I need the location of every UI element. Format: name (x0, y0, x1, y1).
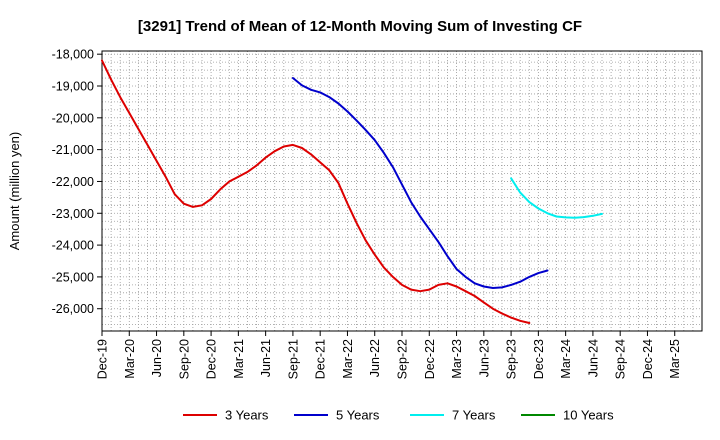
y-tick-label: -23,000 (52, 207, 94, 221)
legend: 3 Years 5 Years 7 Years 10 Years (183, 408, 614, 423)
x-axis-ticks: Dec-19 Mar-20 Jun-20 Sep-20 Dec-20 Mar-21 Jun-… (96, 331, 682, 379)
y-tick-label: -25,000 (52, 270, 94, 284)
series-line-5-years (291, 77, 549, 289)
x-tick-label: Dec-20 (205, 339, 219, 379)
x-tick-label: Jun-20 (150, 339, 164, 377)
x-tick-label: Jun-21 (259, 339, 273, 377)
y-tick-label: -26,000 (52, 302, 94, 316)
y-tick-label: -21,000 (52, 143, 94, 157)
x-tick-label: Dec-24 (641, 339, 655, 379)
y-tick-label: -18,000 (52, 48, 94, 62)
y-tick-label: -20,000 (52, 111, 94, 125)
x-tick-label: Jun-23 (477, 339, 491, 377)
x-tick-label: Dec-22 (423, 339, 437, 379)
y-tick-label: -24,000 (52, 239, 94, 253)
y-axis-ticks: -18,000 -19,000 -20,000 -21,000 -22,000 -23,0… (52, 48, 102, 316)
series-lines (101, 59, 603, 324)
x-tick-label: Mar-20 (123, 339, 137, 379)
x-tick-label: Sep-24 (614, 339, 628, 379)
legend-label: 7 Years (452, 408, 496, 423)
x-tick-label: Dec-21 (314, 339, 328, 379)
x-tick-label: Dec-23 (532, 339, 546, 379)
x-tick-label: Mar-23 (450, 339, 464, 379)
legend-label: 10 Years (563, 408, 614, 423)
legend-label: 5 Years (336, 408, 380, 423)
x-tick-label: Jun-22 (368, 339, 382, 377)
series-line-7-years (510, 177, 603, 219)
x-tick-label: Mar-25 (668, 339, 682, 379)
x-tick-label: Sep-20 (177, 339, 191, 379)
y-axis-label: Amount (million yen) (7, 132, 22, 251)
x-tick-label: Dec-19 (96, 339, 110, 379)
x-tick-label: Mar-22 (341, 339, 355, 379)
x-tick-label: Sep-23 (505, 339, 519, 379)
y-tick-label: -19,000 (52, 80, 94, 94)
chart-title: [3291] Trend of Mean of 12-Month Moving … (138, 18, 582, 35)
x-tick-label: Mar-24 (559, 339, 573, 379)
x-tick-label: Mar-21 (232, 339, 246, 379)
x-tick-label: Sep-21 (286, 339, 300, 379)
y-tick-label: -22,000 (52, 175, 94, 189)
x-tick-label: Jun-24 (586, 339, 600, 377)
x-tick-label: Sep-22 (396, 339, 410, 379)
series-line-3-years (101, 59, 531, 324)
grid-lines (102, 51, 702, 331)
legend-label: 3 Years (225, 408, 269, 423)
